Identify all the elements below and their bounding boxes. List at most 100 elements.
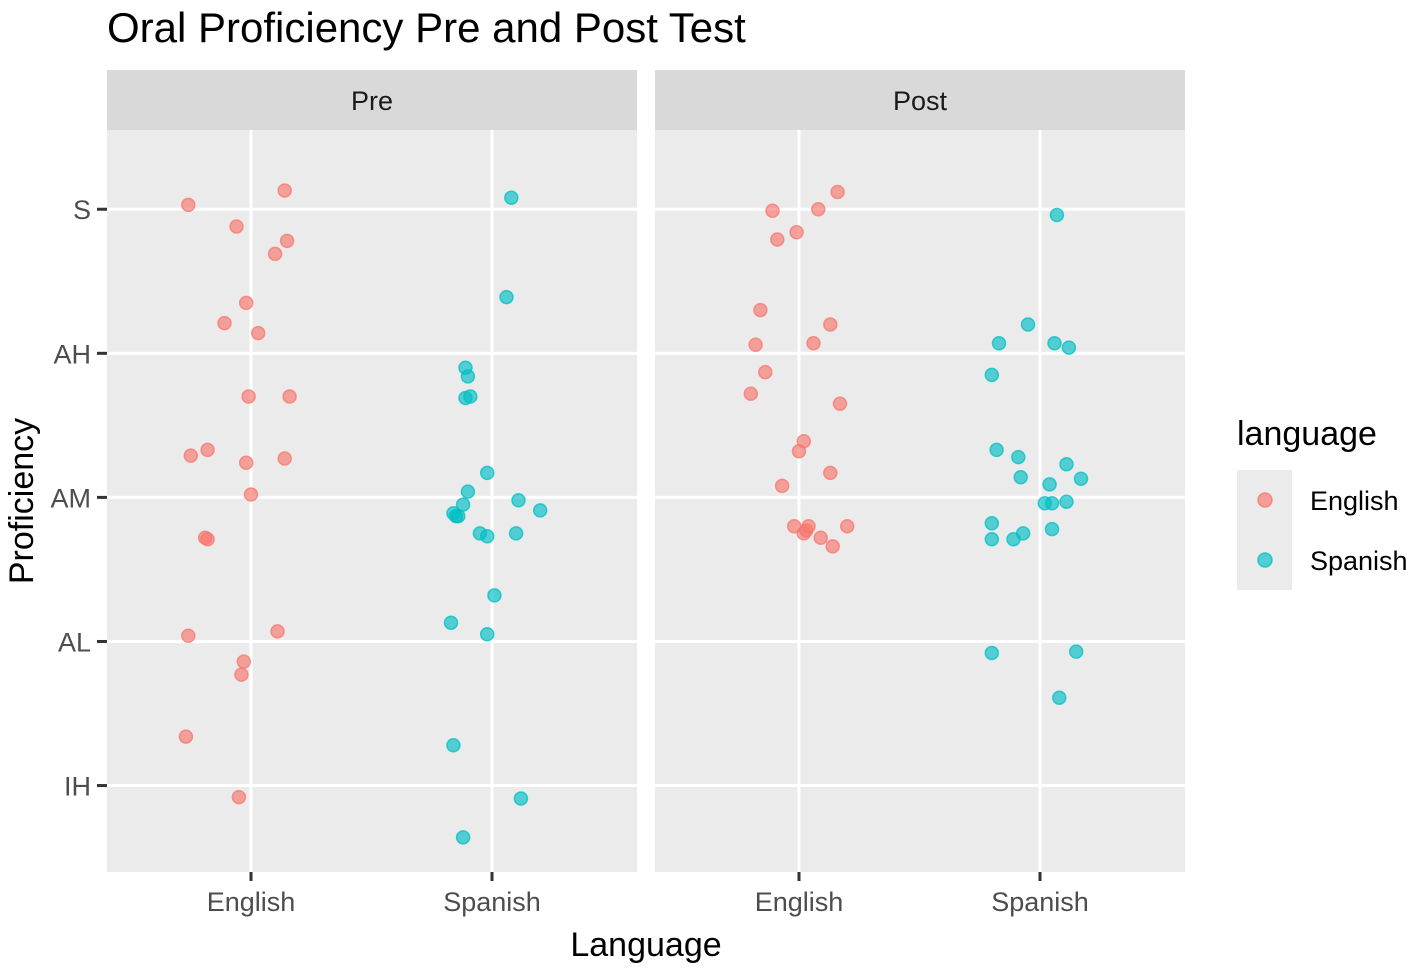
- point-pre-english-7: [250, 325, 266, 341]
- facet-panel-post: Post: [655, 70, 1185, 872]
- point-post-spanish-11: [1042, 477, 1057, 492]
- y-tick-label-al: AL: [58, 627, 91, 657]
- point-pre-english-14: [243, 487, 259, 502]
- legend-swatch-spanish: [1257, 552, 1273, 568]
- legend: language English Spanish: [1237, 415, 1408, 590]
- point-post-english-0: [830, 184, 845, 200]
- point-post-english-10: [743, 386, 759, 401]
- point-pre-spanish-13: [532, 503, 548, 518]
- point-pre-spanish-7: [460, 484, 476, 499]
- plot-panel-post: [655, 130, 1185, 872]
- point-post-spanish-19: [1006, 531, 1021, 547]
- point-post-english-11: [832, 396, 848, 411]
- point-pre-english-6: [217, 315, 232, 331]
- point-post-spanish-8: [1059, 457, 1074, 472]
- point-post-english-9: [758, 364, 773, 380]
- point-pre-spanish-5: [463, 389, 478, 404]
- point-pre-english-12: [238, 455, 254, 471]
- point-pre-spanish-19: [479, 627, 495, 642]
- y-tick-label-ih: IH: [64, 772, 91, 802]
- y-tick-label-ah: AH: [53, 339, 91, 369]
- point-post-english-5: [753, 302, 768, 318]
- x-tick-label-post-spanish: Spanish: [991, 887, 1089, 917]
- point-post-english-4: [770, 232, 785, 247]
- point-pre-spanish-16: [508, 526, 524, 541]
- y-axis: IH AL AM AH S: [51, 195, 107, 802]
- point-pre-spanish-21: [513, 791, 529, 806]
- point-pre-english-9: [282, 389, 297, 404]
- point-pre-spanish-18: [443, 615, 459, 630]
- point-post-spanish-3: [1047, 335, 1062, 351]
- x-axis-title: Language: [570, 926, 721, 964]
- x-tick-label-post-english: English: [755, 887, 844, 917]
- point-pre-english-5: [238, 295, 254, 311]
- point-pre-spanish-15: [479, 529, 495, 544]
- point-post-spanish-22: [1052, 690, 1067, 705]
- point-post-english-19: [796, 526, 812, 541]
- point-post-spanish-15: [984, 516, 1000, 531]
- point-post-english-2: [811, 201, 826, 217]
- point-post-spanish-1: [1020, 317, 1036, 332]
- facet-label-pre: Pre: [351, 86, 393, 116]
- point-post-spanish-4: [1061, 340, 1077, 355]
- point-pre-english-8: [241, 389, 256, 404]
- point-post-spanish-13: [1044, 495, 1060, 511]
- point-post-spanish-0: [1049, 207, 1065, 223]
- point-post-english-6: [823, 317, 838, 332]
- point-pre-spanish-6: [479, 465, 495, 481]
- point-pre-spanish-3: [460, 369, 476, 384]
- legend-swatch-english: [1257, 492, 1273, 508]
- point-post-spanish-14: [1059, 494, 1074, 509]
- point-post-english-21: [813, 530, 828, 545]
- point-post-spanish-18: [984, 531, 1000, 547]
- point-pre-spanish-1: [499, 289, 514, 305]
- point-pre-english-1: [277, 183, 292, 198]
- point-post-english-14: [823, 465, 838, 481]
- point-pre-english-2: [229, 219, 244, 234]
- points-pre: [178, 183, 548, 845]
- point-pre-spanish-22: [455, 830, 471, 845]
- point-pre-english-3: [279, 233, 295, 249]
- point-post-spanish-6: [989, 442, 1004, 458]
- point-pre-english-10: [200, 442, 215, 458]
- legend-label-english: English: [1310, 486, 1399, 516]
- point-pre-spanish-12: [511, 493, 526, 508]
- chart-title: Oral Proficiency Pre and Post Test: [107, 4, 746, 51]
- point-pre-english-22: [231, 789, 247, 805]
- legend-title: language: [1237, 415, 1377, 453]
- point-pre-english-16: [200, 531, 215, 547]
- point-pre-spanish-11: [448, 508, 464, 524]
- x-axis: English Spanish English Spanish: [207, 872, 1089, 917]
- point-pre-english-21: [178, 729, 194, 744]
- point-post-english-15: [774, 478, 790, 494]
- point-post-spanish-7: [1011, 449, 1026, 465]
- point-post-spanish-9: [1013, 469, 1028, 485]
- point-pre-english-13: [277, 451, 292, 466]
- points-post: [743, 184, 1089, 705]
- plot-panel-pre: [107, 130, 637, 872]
- facet-strip-pre: [107, 70, 637, 130]
- facet-strip-post: [655, 70, 1185, 130]
- legend-label-spanish: Spanish: [1310, 546, 1408, 576]
- point-pre-spanish-17: [487, 588, 502, 603]
- y-tick-label-am: AM: [51, 483, 92, 513]
- facet-panel-pre: Pre: [107, 70, 637, 872]
- facet-label-post: Post: [893, 86, 948, 116]
- point-post-spanish-5: [984, 367, 1000, 383]
- point-post-english-1: [765, 203, 780, 218]
- point-post-spanish-10: [1073, 471, 1089, 486]
- point-post-spanish-21: [1068, 644, 1084, 659]
- point-post-english-13: [791, 444, 807, 459]
- point-pre-english-20: [234, 667, 249, 682]
- point-pre-english-18: [270, 624, 285, 639]
- point-post-spanish-16: [1044, 521, 1060, 537]
- point-post-spanish-2: [991, 335, 1007, 351]
- point-post-english-3: [789, 225, 804, 240]
- point-pre-spanish-20: [446, 737, 461, 753]
- point-pre-english-17: [181, 628, 196, 643]
- point-pre-english-11: [183, 448, 199, 463]
- y-tick-label-s: S: [73, 195, 91, 225]
- x-tick-label-pre-english: English: [207, 887, 296, 917]
- point-pre-spanish-0: [504, 190, 519, 205]
